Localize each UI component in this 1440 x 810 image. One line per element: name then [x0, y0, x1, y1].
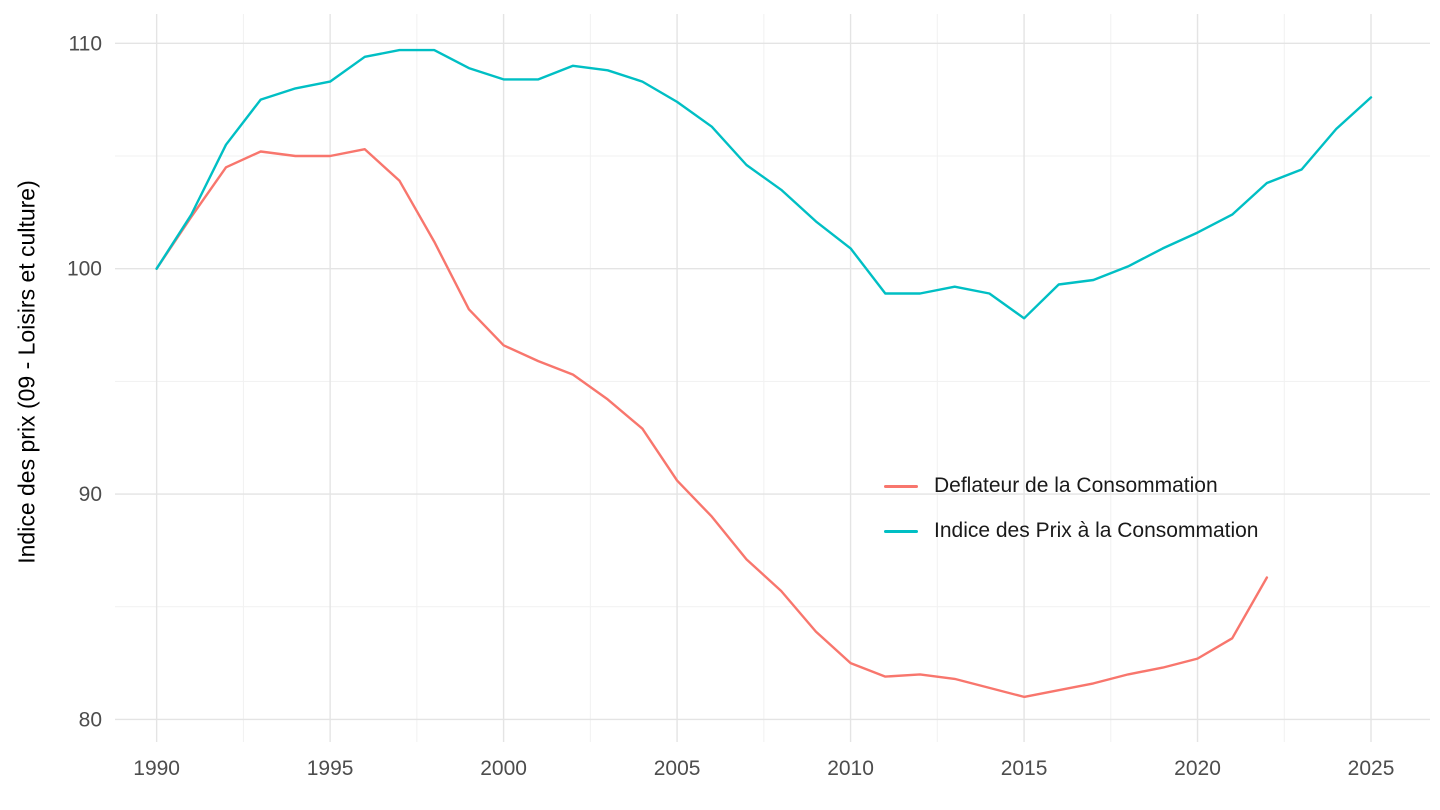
x-tick-label: 2015 — [1001, 757, 1048, 780]
y-tick-label: 100 — [67, 258, 102, 281]
legend-label-ipc: Indice des Prix à la Consommation — [934, 519, 1259, 542]
y-tick-label: 110 — [69, 32, 102, 55]
y-tick-label: 80 — [79, 708, 102, 731]
x-tick-label: 1995 — [307, 757, 354, 780]
x-tick-label: 2000 — [480, 757, 527, 780]
gridlines-minor — [115, 14, 1430, 742]
y-tick-label: 90 — [79, 483, 102, 506]
legend: Deflateur de la Consommation Indice des … — [884, 472, 1259, 545]
x-tick-label: 1990 — [133, 757, 180, 780]
axis-tick-labels: 1990 1995 2000 2005 2010 2015 2020 2025 80 90 100 1… — [67, 32, 1394, 780]
x-tick-label: 2020 — [1174, 757, 1221, 780]
series-lines — [155, 48, 1373, 699]
x-tick-label: 2025 — [1348, 757, 1395, 780]
x-tick-label: 2010 — [827, 757, 874, 780]
legend-swatch-deflateur — [884, 484, 918, 488]
legend-swatch-ipc — [884, 529, 918, 533]
gridlines-major — [115, 14, 1430, 742]
legend-item-ipc: Indice des Prix à la Consommation — [884, 517, 1259, 545]
series-line-1 — [155, 48, 1373, 320]
legend-label-deflateur: Deflateur de la Consommation — [934, 474, 1218, 497]
legend-item-deflateur: Deflateur de la Consommation — [884, 472, 1259, 500]
series-line-0 — [155, 147, 1269, 699]
y-axis-title: Indice des prix (09 - Loisirs et culture… — [13, 180, 40, 564]
x-tick-label: 2005 — [654, 757, 701, 780]
